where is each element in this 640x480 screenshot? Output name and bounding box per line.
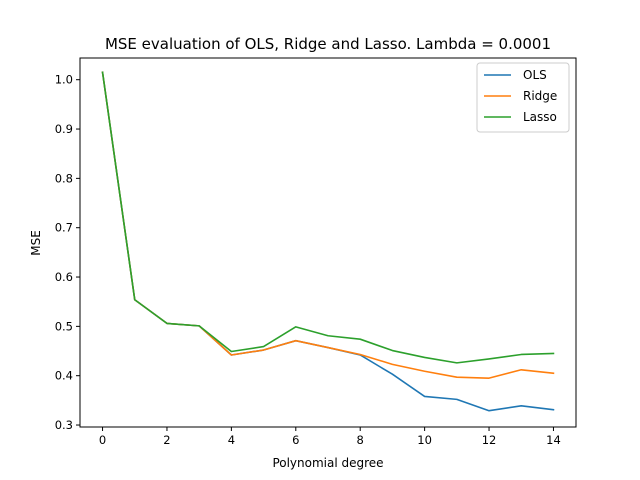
x-tick-label: 14 xyxy=(546,433,561,447)
legend: OLS Ridge Lasso xyxy=(476,62,570,133)
axis-ticks: 0 2 4 6 8 10 12 14 0.3 0.4 0.5 0.6 0.7 0.8 0.9 1.0 xyxy=(55,73,561,447)
x-tick-label: 4 xyxy=(228,433,235,447)
series-line-lasso xyxy=(101,71,555,364)
y-tick-label: 0.7 xyxy=(55,221,73,235)
series-layer xyxy=(101,71,555,412)
y-tick-label: 0.5 xyxy=(55,319,73,333)
legend-label-lasso: Lasso xyxy=(523,110,557,124)
legend-label-ridge: Ridge xyxy=(523,89,557,103)
x-tick-label: 6 xyxy=(292,433,299,447)
plot-frame xyxy=(79,57,577,428)
x-tick-label: 2 xyxy=(163,433,170,447)
y-tick-label: 1.0 xyxy=(55,73,73,87)
chart-title: MSE evaluation of OLS, Ridge and Lasso. … xyxy=(105,35,551,53)
y-tick-label: 0.9 xyxy=(55,122,73,136)
x-tick-label: 12 xyxy=(482,433,497,447)
x-axis-label: Polynomial degree xyxy=(272,456,383,470)
y-tick-label: 0.4 xyxy=(55,369,73,383)
y-axis-label: MSE xyxy=(29,230,43,256)
x-tick-label: 0 xyxy=(99,433,106,447)
y-tick-label: 0.3 xyxy=(55,418,73,432)
legend-box xyxy=(476,62,570,133)
y-tick-label: 0.8 xyxy=(55,171,73,185)
legend-label-ols: OLS xyxy=(523,68,547,82)
x-tick-label: 10 xyxy=(417,433,432,447)
y-tick-label: 0.6 xyxy=(55,270,73,284)
x-tick-label: 8 xyxy=(357,433,364,447)
